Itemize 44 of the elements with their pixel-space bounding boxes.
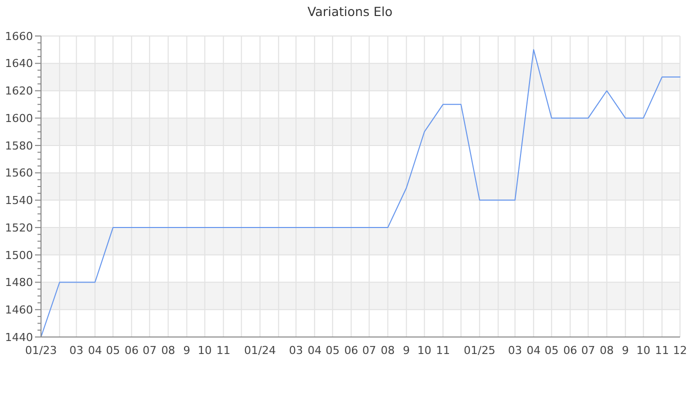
x-tick-label: 10: [417, 344, 432, 357]
x-tick-label: 05: [326, 344, 340, 357]
x-tick-label: 07: [581, 344, 596, 357]
y-tick-label: 1460: [5, 303, 33, 316]
x-tick-label: 08: [600, 344, 614, 357]
x-tick-label: 04: [308, 344, 322, 357]
x-tick-label: 9: [622, 344, 629, 357]
x-tick-label: 05: [544, 344, 559, 357]
x-tick-label: 06: [563, 344, 578, 357]
x-tick-label: 04: [88, 344, 102, 357]
x-tick-label: 10: [636, 344, 650, 357]
x-tick-label: 9: [402, 344, 410, 357]
x-tick-label: 04: [526, 344, 541, 357]
y-tick-label: 1440: [5, 330, 33, 344]
x-tick-label: 06: [344, 344, 358, 357]
x-tick-label: 01/24: [244, 344, 276, 357]
y-tick-label: 1500: [5, 248, 33, 262]
x-tick-label: 9: [183, 344, 190, 357]
y-tick-label: 1660: [5, 30, 33, 43]
x-tick-label: 07: [362, 344, 376, 357]
y-tick-label: 1640: [5, 57, 33, 70]
y-tick-label: 1600: [5, 112, 33, 125]
y-tick-label: 1520: [5, 221, 33, 234]
y-tick-label: 1620: [5, 84, 33, 98]
x-tick-label: 08: [161, 344, 176, 357]
x-tick-label: 05: [106, 344, 120, 357]
y-tick-label: 1580: [5, 139, 33, 152]
x-tick-label: 07: [142, 344, 157, 357]
x-tick-label: 06: [124, 344, 139, 357]
x-tick-label: 01/25: [464, 344, 496, 357]
y-tick-label: 1560: [5, 166, 33, 180]
y-tick-label: 1540: [5, 194, 33, 208]
y-tick-label: 1480: [5, 276, 33, 290]
x-tick-label: 11: [655, 344, 669, 357]
x-tick-label: 12: [673, 344, 687, 357]
x-tick-label: 11: [216, 344, 230, 357]
x-tick-label: 03: [508, 344, 522, 357]
x-tick-label: 01/23: [25, 344, 57, 357]
x-tick-label: 08: [380, 344, 395, 357]
x-tick-label: 11: [436, 344, 450, 357]
x-tick-label: 03: [69, 344, 84, 357]
chart-title: Variations Elo: [308, 4, 392, 19]
x-tick-label: 10: [198, 344, 212, 357]
x-tick-label: 03: [289, 344, 303, 357]
